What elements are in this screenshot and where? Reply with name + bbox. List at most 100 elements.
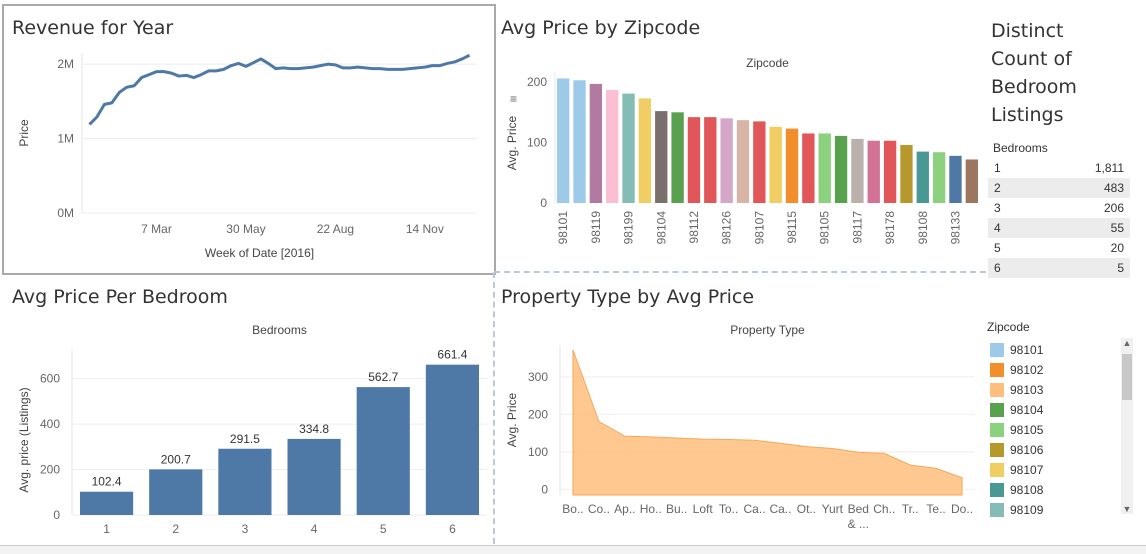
x-tick-label: 98119 [589,211,603,244]
bedroom-bar [149,469,203,515]
property-axis-header: Property Type [730,323,805,337]
y-tick-label: 1M [57,132,74,146]
legend-item[interactable]: 98101 [985,340,1115,360]
legend-label: 98105 [1010,423,1044,437]
revenue-line-chart[interactable]: 0M 1M 2M 7 Mar 30 May 22 Aug 14 Nov Week of Dat… [12,45,487,267]
y-axis-title: Avg. Price [505,392,519,447]
scroll-up-icon[interactable]: ▲ [1122,338,1132,348]
zipcode-bar [655,111,668,203]
legend-scrollbar[interactable]: ▲ ▼ [1121,338,1133,514]
bedroom-count: 20 [1110,241,1124,255]
y-axis-title: Avg. price (Listings) [17,387,31,492]
x-tick-label: Ap.. [614,502,635,516]
legend-label: 98109 [1010,503,1044,517]
zipcode-bar [965,159,978,203]
x-axis-title: Week of Date [2016] [205,246,314,260]
x-tick-label: 1 [103,522,110,536]
bedroom-label: 6 [994,261,1001,275]
zipcode-bar [818,133,831,203]
zipcode-bar [704,117,717,203]
x-tick-label: 98107 [752,211,766,245]
x-tick-label: Ot.. [797,502,816,516]
x-tick-label: 2 [172,522,179,536]
zipcode-bar [851,138,864,203]
x-tick-label: 98126 [720,211,734,245]
x-tick-label: Bed [848,502,869,516]
legend-swatch [990,443,1004,457]
scroll-down-icon[interactable]: ▼ [1122,504,1132,514]
zipcode-bar [867,140,880,203]
table-row: 1 1,811 [988,158,1130,178]
legend-label: 98102 [1010,363,1044,377]
x-tick-label: 6 [449,522,456,536]
legend-label: 98104 [1010,403,1044,417]
legend-item[interactable]: 98105 [985,420,1115,440]
legend-label: 98101 [1010,343,1044,357]
property-title: Property Type by Avg Price [501,286,755,308]
zipcode-bar [834,135,848,203]
x-tick-label: 4 [311,522,318,536]
bedroom-label: 3 [994,201,1001,215]
bedroom-label: 4 [994,221,1001,235]
x-tick-label: Loft [693,502,714,516]
x-tick-label: 98105 [818,211,832,245]
legend-item[interactable]: 98103 [985,380,1115,400]
table-row: 3 206 [988,198,1130,218]
bedroom-bar [356,387,410,515]
legend-swatch [990,423,1004,437]
legend-item[interactable]: 98106 [985,440,1115,460]
zipcode-bar [687,117,701,203]
y-tick-label: 0 [53,508,60,522]
x-tick-label: Co.. [588,502,610,516]
legend-item[interactable]: 98104 [985,400,1115,420]
zipcode-bar [802,133,815,203]
legend-label: 98108 [1010,483,1044,497]
bedroom-count: 206 [1103,201,1124,215]
distinct-count-title: Distinct Count of Bedroom Listings [991,17,1077,129]
x-tick-label: 98117 [850,211,864,244]
zipcode-bar [622,93,635,203]
table-header: Bedrooms [993,141,1048,155]
property-area-chart[interactable]: Property Type 0 100 200 300 Avg. Price Bo.. Co.… [500,315,980,540]
x-tick-label: 98178 [883,211,897,245]
x-tick-label: 98133 [948,211,962,245]
x-tick-label: 98199 [622,211,636,245]
y-tick-label: 200 [528,407,548,421]
legend-item[interactable]: 98102 [985,360,1115,380]
zipcode-bar [736,120,750,203]
data-label: 291.5 [230,432,260,446]
table-row: 2 483 [988,178,1130,198]
data-label: 102.4 [92,475,122,489]
y-tick-label: 0 [540,196,547,210]
divider [494,271,986,273]
legend-label: 98103 [1010,383,1044,397]
y-axis-title: Avg. Price [505,115,519,170]
x-tick-label: Bu.. [666,502,687,516]
property-area [572,349,963,496]
x-tick-label: 7 Mar [141,222,172,236]
bedroom-label: 5 [994,241,1001,255]
zipcode-bar-chart[interactable]: Zipcode 0 100 200 Avg. Price ≡ 98101 98119 98199… [500,45,985,270]
bedroom-bar [425,364,479,515]
legend-item[interactable]: 98109 [985,500,1115,520]
legend-swatch [990,403,1004,417]
zipcode-bar [785,128,799,203]
legend-item[interactable]: 98107 [985,460,1115,480]
divider [493,272,495,544]
scroll-thumb[interactable] [1122,354,1132,400]
bedroom-bar-chart[interactable]: Bedrooms 0 200 400 600 Avg. price (Listings) 1… [12,315,490,543]
y-axis-title: Price [17,119,31,147]
sheet-tab-bar[interactable] [0,545,1146,554]
legend-item[interactable]: 98108 [985,480,1115,500]
x-tick-label: 14 Nov [406,222,444,236]
x-tick-label: Bo.. [562,502,583,516]
x-tick-label: Do.. [951,502,973,516]
y-tick-label: 300 [528,370,548,384]
revenue-panel-border[interactable] [2,4,496,275]
legend-swatch [990,483,1004,497]
x-tick-label: To.. [719,502,738,516]
zipcode-axis-header: Zipcode [746,56,789,70]
x-tick-label: 98112 [687,211,701,244]
legend-swatch [990,503,1004,517]
x-tick-label: & ... [848,517,869,531]
